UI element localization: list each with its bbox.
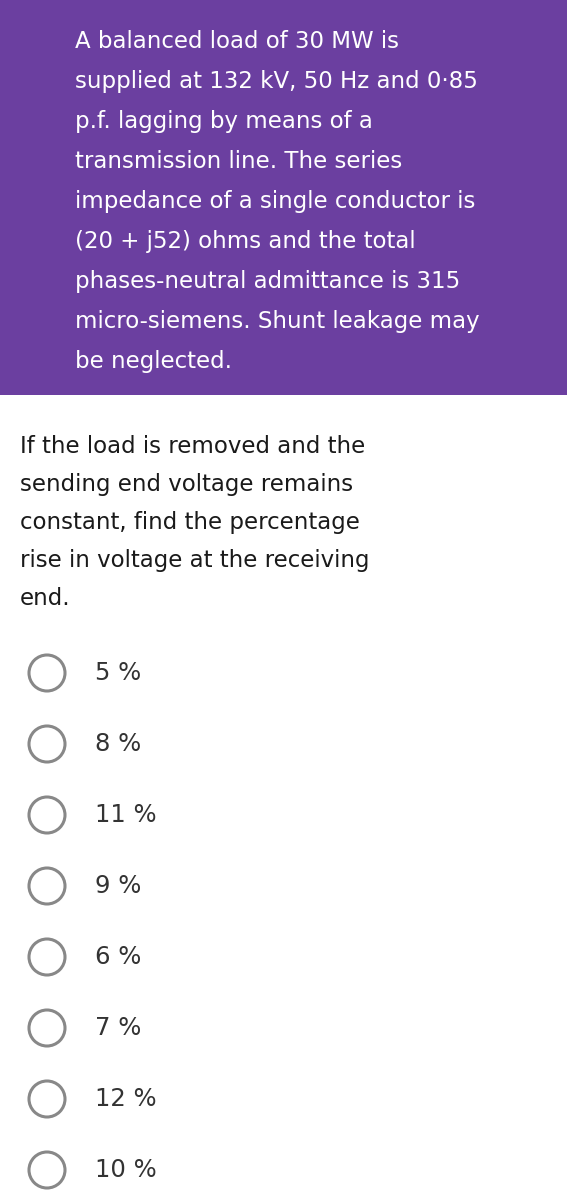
Text: p.f. lagging by means of a: p.f. lagging by means of a bbox=[75, 110, 373, 133]
Text: constant, find the percentage: constant, find the percentage bbox=[20, 511, 360, 534]
Text: 9 %: 9 % bbox=[95, 874, 141, 898]
Text: (20 + j52) ohms and the total: (20 + j52) ohms and the total bbox=[75, 230, 416, 253]
Text: micro-siemens. Shunt leakage may: micro-siemens. Shunt leakage may bbox=[75, 310, 480, 332]
Text: A balanced load of 30 MW is: A balanced load of 30 MW is bbox=[75, 30, 399, 53]
Text: 8 %: 8 % bbox=[95, 732, 141, 756]
Text: rise in voltage at the receiving: rise in voltage at the receiving bbox=[20, 550, 370, 572]
Text: end.: end. bbox=[20, 587, 71, 610]
Text: sending end voltage remains: sending end voltage remains bbox=[20, 473, 353, 496]
Text: 7 %: 7 % bbox=[95, 1016, 141, 1040]
Text: 12 %: 12 % bbox=[95, 1087, 156, 1111]
Text: If the load is removed and the: If the load is removed and the bbox=[20, 434, 365, 458]
Text: transmission line. The series: transmission line. The series bbox=[75, 150, 402, 173]
Text: 6 %: 6 % bbox=[95, 946, 141, 970]
Bar bbox=[0, 0, 567, 395]
Text: 10 %: 10 % bbox=[95, 1158, 156, 1182]
Text: 5 %: 5 % bbox=[95, 661, 141, 685]
Text: supplied at 132 kV, 50 Hz and 0·85: supplied at 132 kV, 50 Hz and 0·85 bbox=[75, 70, 478, 92]
Text: impedance of a single conductor is: impedance of a single conductor is bbox=[75, 190, 475, 214]
Text: phases-neutral admittance is 315: phases-neutral admittance is 315 bbox=[75, 270, 460, 293]
Text: 11 %: 11 % bbox=[95, 803, 156, 827]
Text: be neglected.: be neglected. bbox=[75, 350, 232, 373]
